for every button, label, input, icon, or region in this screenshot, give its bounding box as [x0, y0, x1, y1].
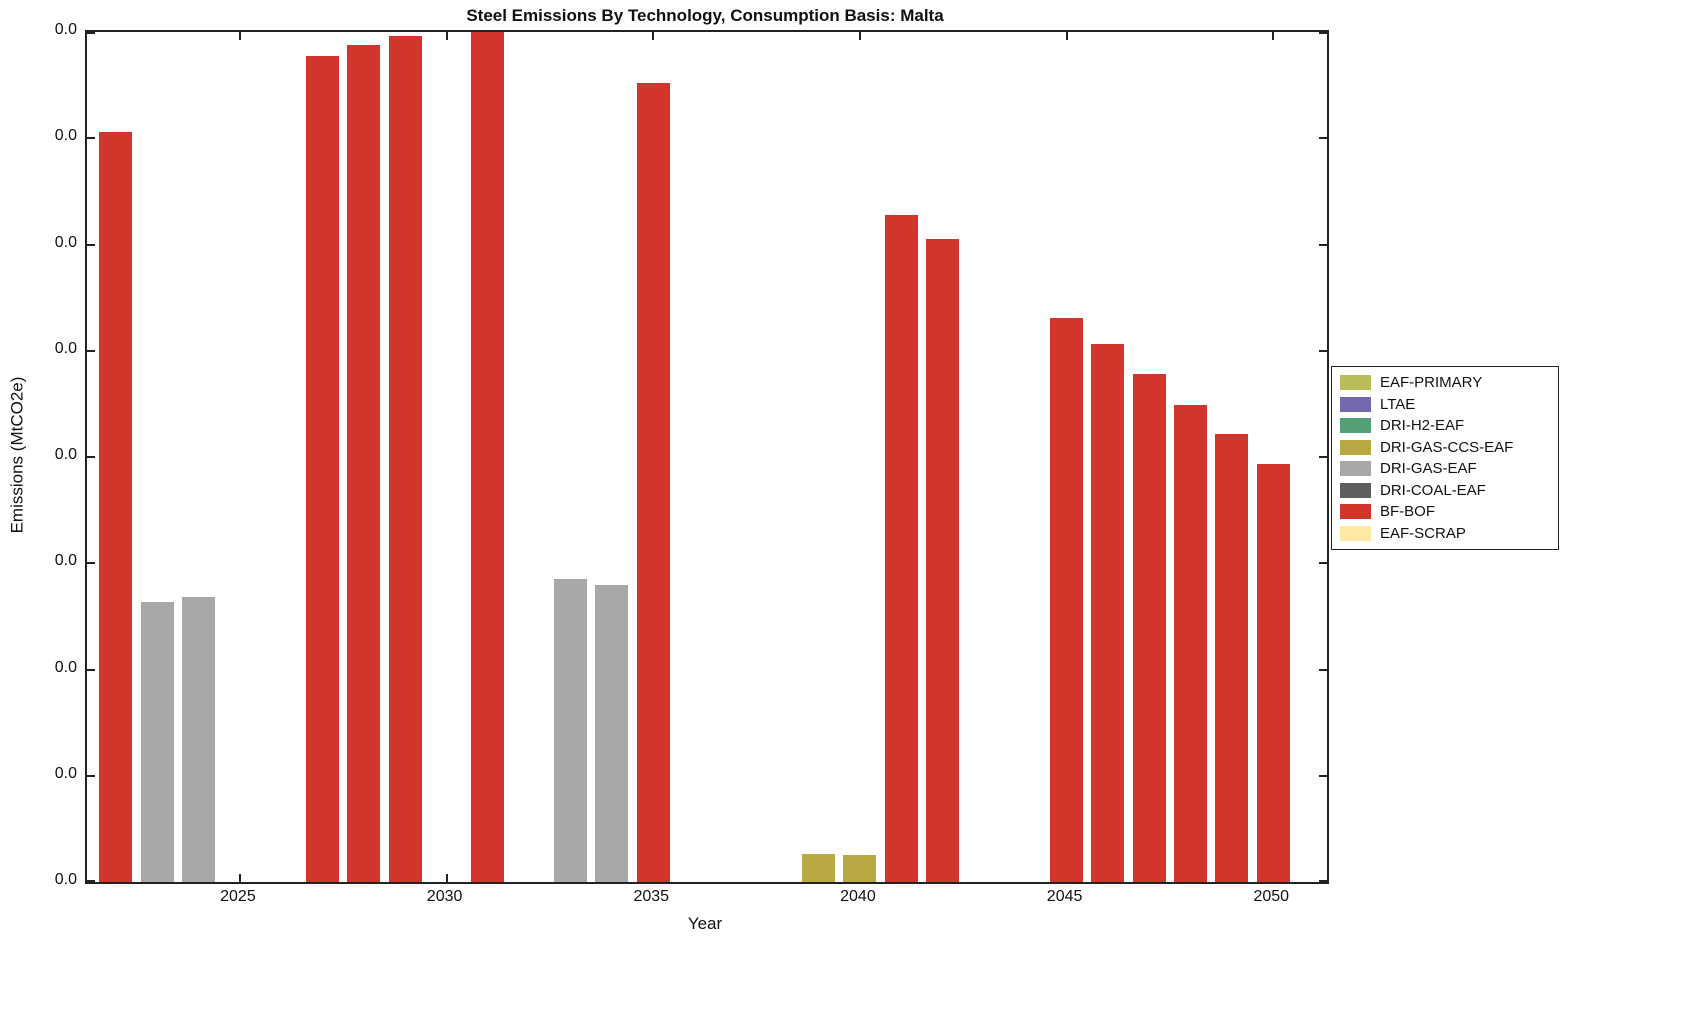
bar-bf-bof-2041 — [884, 214, 918, 882]
legend-swatch-eaf-scrap — [1340, 525, 1371, 541]
legend-item: EAF-PRIMARY — [1332, 372, 1558, 394]
bar-dri-gas-eaf-2024 — [182, 597, 216, 882]
plot-area — [85, 30, 1329, 884]
x-tick-mark — [238, 32, 241, 40]
bar-bf-bof-2048 — [1174, 405, 1208, 882]
x-tick-mark — [238, 874, 241, 882]
y-tick-mark — [1319, 32, 1327, 34]
x-tick-label: 2025 — [220, 888, 256, 905]
y-tick-mark — [1319, 880, 1327, 882]
legend-label: DRI-GAS-EAF — [1380, 460, 1477, 478]
y-tick-label: 0.0 — [54, 871, 77, 888]
legend-label: LTAE — [1380, 395, 1416, 413]
x-tick-label: 2050 — [1253, 888, 1290, 905]
bar-dri-gas-eaf-2023 — [140, 602, 174, 882]
y-tick-label: 0.0 — [54, 552, 77, 570]
y-tick-label: 0.0 — [54, 446, 77, 463]
bar-dri-gas-ccs-eaf-2040 — [843, 854, 877, 882]
legend-item: DRI-COAL-EAF — [1332, 480, 1558, 502]
legend-swatch-dri-coal-eaf — [1340, 482, 1371, 498]
bar-bf-bof-2031 — [471, 32, 505, 882]
legend-item: DRI-H2-EAF — [1332, 415, 1558, 437]
y-tick-mark — [87, 137, 95, 140]
x-tick-label: 2045 — [1046, 888, 1083, 905]
bar-bf-bof-2049 — [1215, 434, 1249, 882]
legend-item: DRI-GAS-CCS-EAF — [1332, 437, 1558, 459]
y-tick-label: 0.0 — [54, 233, 77, 251]
bar-bf-bof-2028 — [347, 44, 381, 882]
legend-label: DRI-COAL-EAF — [1380, 481, 1486, 499]
x-tick-label: 2035 — [633, 888, 670, 905]
legend-label: DRI-GAS-CCS-EAF — [1380, 438, 1514, 456]
x-tick-label: 2040 — [840, 888, 876, 905]
y-tick-mark — [87, 880, 95, 882]
legend-swatch-dri-gas-eaf — [1340, 461, 1371, 477]
y-tick-label: 0.0 — [54, 127, 77, 145]
bar-bf-bof-2042 — [926, 238, 960, 882]
legend-item: LTAE — [1332, 394, 1558, 416]
y-tick-mark — [1319, 456, 1327, 458]
y-tick-mark — [1319, 137, 1327, 140]
bar-bf-bof-2046 — [1091, 343, 1125, 882]
legend-label: BF-BOF — [1380, 503, 1435, 521]
y-tick-mark — [87, 668, 95, 671]
y-tick-mark — [87, 456, 95, 458]
bar-dri-gas-eaf-2033 — [554, 579, 588, 882]
y-tick-mark — [87, 243, 95, 246]
legend-swatch-bf-bof — [1340, 504, 1371, 520]
legend-label: EAF-PRIMARY — [1380, 374, 1483, 392]
bar-dri-gas-eaf-2034 — [595, 585, 629, 882]
legend-item: EAF-SCRAP — [1332, 523, 1558, 545]
bar-bf-bof-2027 — [306, 55, 340, 882]
y-axis-label: Emissions (MtCO2e) — [7, 376, 26, 534]
bar-bf-bof-2050 — [1256, 463, 1290, 882]
legend-item: DRI-GAS-EAF — [1332, 458, 1558, 480]
y-tick-mark — [87, 32, 95, 34]
x-axis-label: Year — [687, 914, 723, 933]
bar-bf-bof-2045 — [1050, 318, 1084, 882]
y-tick-label: 0.0 — [54, 764, 77, 782]
x-tick-mark — [652, 32, 655, 40]
bar-bf-bof-2035 — [636, 83, 670, 882]
y-tick-mark — [87, 774, 95, 777]
bar-bf-bof-2022 — [99, 132, 133, 882]
y-tick-mark — [1319, 668, 1327, 671]
y-tick-mark — [1319, 349, 1327, 352]
y-tick-label: 0.0 — [54, 21, 77, 38]
y-tick-mark — [1319, 243, 1327, 246]
bar-dri-gas-ccs-eaf-2039 — [802, 853, 836, 882]
y-tick-label: 0.0 — [54, 658, 77, 676]
legend-swatch-dri-h2-eaf — [1340, 418, 1371, 434]
x-tick-label: 2030 — [426, 888, 463, 905]
chart-title: Steel Emissions By Technology, Consumpti… — [466, 6, 944, 25]
legend: EAF-PRIMARY LTAE DRI-H2-EAF DRI-GAS-CCS-EAF… — [1331, 366, 1559, 550]
bar-bf-bof-2047 — [1132, 373, 1166, 882]
y-tick-mark — [87, 349, 95, 352]
legend-swatch-eaf-primary — [1340, 375, 1371, 391]
x-tick-mark — [1272, 32, 1275, 40]
x-tick-mark — [1065, 32, 1068, 40]
y-tick-mark — [1319, 774, 1327, 777]
legend-label: DRI-H2-EAF — [1380, 417, 1465, 435]
y-tick-label: 0.0 — [54, 339, 77, 357]
legend-label: EAF-SCRAP — [1380, 524, 1466, 542]
legend-item: BF-BOF — [1332, 501, 1558, 523]
legend-swatch-ltae — [1340, 396, 1371, 412]
x-tick-mark — [445, 874, 448, 882]
y-tick-mark — [87, 562, 95, 565]
bar-bf-bof-2029 — [388, 36, 422, 882]
y-tick-mark — [1319, 562, 1327, 565]
x-tick-mark — [858, 32, 861, 40]
x-tick-mark — [445, 32, 448, 40]
legend-swatch-dri-gas-ccs-eaf — [1340, 439, 1371, 455]
